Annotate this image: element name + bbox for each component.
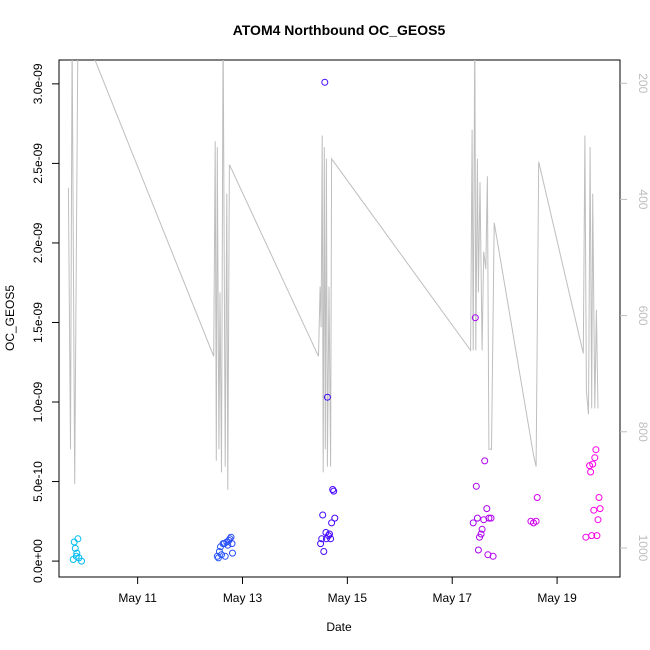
y-tick-label: 2.0e-09	[31, 222, 45, 263]
y-tick-label: 1.0e-09	[31, 381, 45, 422]
oc-geos5-points	[69, 78, 604, 565]
pressure-line-series	[67, 60, 599, 490]
chart-title: ATOM4 Northbound OC_GEOS5	[233, 22, 446, 38]
data-point	[221, 552, 229, 560]
data-point	[469, 519, 477, 527]
y2-tick-label: 800	[636, 422, 650, 442]
x-axis: May 11 May 13 May 15 May 17 May 19	[118, 577, 577, 605]
data-point	[319, 511, 327, 519]
data-point	[474, 546, 482, 554]
x-tick-label: May 19	[537, 591, 577, 605]
data-point	[321, 78, 329, 86]
y-tick-label: 2.5e-09	[31, 143, 45, 184]
plot-frame	[58, 59, 621, 578]
x-axis-title: Date	[326, 620, 352, 634]
data-point	[489, 552, 497, 560]
data-point	[595, 494, 603, 501]
y-axis: 0.0e+00 5.0e-10 1.0e-09 1.5e-09 2.0e-09 2.5e-…	[31, 63, 59, 583]
x-tick-label: May 13	[223, 591, 263, 605]
y2-tick-label: 400	[636, 189, 650, 209]
data-point	[592, 446, 600, 454]
data-point	[532, 517, 540, 525]
data-point	[487, 514, 495, 522]
data-point	[483, 505, 491, 513]
data-point	[326, 530, 333, 538]
data-point	[594, 516, 602, 524]
data-point	[70, 538, 78, 546]
data-point	[328, 519, 336, 527]
data-point	[327, 535, 335, 543]
data-point	[588, 532, 596, 540]
data-point	[71, 544, 79, 552]
x-tick-label: May 15	[328, 591, 368, 605]
y-axis-title: OC_GEOS5	[3, 285, 17, 351]
data-point	[331, 514, 339, 522]
data-point	[228, 540, 236, 548]
y2-tick-label: 600	[636, 306, 650, 326]
data-point	[589, 460, 597, 468]
data-point	[473, 514, 481, 522]
data-point	[533, 494, 541, 501]
data-point	[471, 314, 479, 322]
data-point	[218, 551, 225, 559]
y-tick-label: 3.0e-09	[31, 63, 45, 104]
data-point	[477, 530, 485, 538]
data-point	[330, 487, 338, 495]
data-point	[591, 454, 599, 462]
y2-tick-label: 200	[636, 73, 650, 93]
data-point	[229, 549, 236, 557]
data-point	[485, 514, 493, 522]
x-tick-label: May 17	[433, 591, 473, 605]
data-point	[587, 468, 595, 476]
data-point	[74, 535, 82, 543]
data-point	[593, 532, 601, 540]
x-tick-label: May 11	[118, 591, 157, 605]
y2-axis-pressure: 200 400 600 800 1000	[620, 73, 650, 562]
y2-tick-label: 1000	[636, 535, 650, 562]
data-point	[472, 482, 480, 490]
data-point	[318, 535, 326, 543]
pressure-line	[67, 60, 599, 490]
data-point	[596, 505, 604, 513]
data-point	[590, 506, 598, 514]
data-point	[317, 540, 325, 548]
data-point	[481, 457, 489, 465]
y-tick-label: 5.0e-10	[31, 461, 45, 502]
data-point	[224, 541, 232, 549]
data-point	[78, 557, 85, 565]
data-point	[323, 393, 331, 401]
y-tick-label: 1.5e-09	[31, 302, 45, 343]
data-point	[478, 525, 486, 533]
y-tick-label: 0.0e+00	[31, 539, 45, 583]
data-point	[582, 533, 590, 541]
data-point	[227, 533, 235, 541]
data-point	[320, 548, 328, 555]
data-point	[329, 486, 337, 493]
